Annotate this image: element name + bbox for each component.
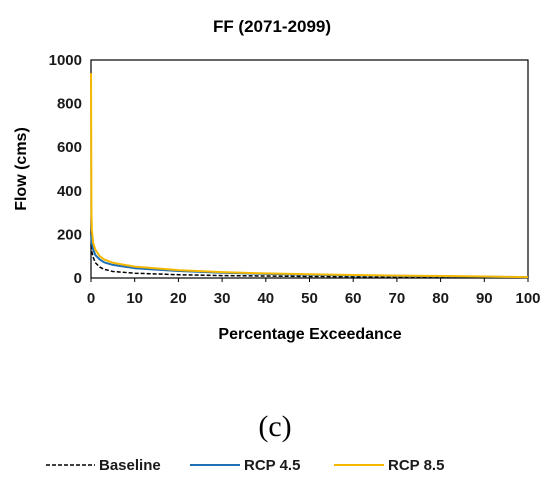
y-tick-label: 600 (57, 139, 82, 156)
x-tick-label: 40 (257, 290, 274, 307)
y-tick-label: 800 (57, 96, 82, 113)
y-tick-label: 200 (57, 226, 82, 243)
panel-label: (c) (258, 410, 291, 443)
x-tick-label: 30 (214, 290, 231, 307)
legend-item-rcp45: RCP 4.5 (190, 457, 300, 474)
x-axis-label: Percentage Exceedance (218, 326, 401, 343)
x-tick-label: 10 (126, 290, 143, 307)
x-tick-label: 100 (515, 290, 540, 307)
x-tick-label: 70 (389, 290, 406, 307)
x-tick-label: 60 (345, 290, 362, 307)
series-line-rcp-8-5 (90, 73, 529, 279)
x-tick-label: 50 (301, 290, 318, 307)
x-tick-label: 0 (87, 290, 95, 307)
x-axis-ticks: 0 10 20 30 40 50 60 70 80 90 100 (87, 278, 541, 307)
series-lines (90, 73, 529, 279)
legend-label-rcp45: RCP 4.5 (244, 457, 300, 474)
y-tick-label: 0 (74, 270, 82, 287)
chart-title: FF (2071-2099) (213, 17, 331, 36)
y-axis-ticks: 0 200 400 600 800 1000 (49, 52, 82, 287)
legend: Baseline RCP 4.5 RCP 8.5 (46, 457, 444, 474)
x-tick-label: 80 (432, 290, 449, 307)
y-axis-label: Flow (cms) (13, 127, 30, 211)
y-tick-label: 1000 (49, 52, 82, 69)
legend-item-baseline: Baseline (46, 457, 161, 474)
series-line-baseline (90, 245, 529, 279)
plot-area (90, 59, 529, 279)
legend-label-rcp85: RCP 8.5 (388, 457, 444, 474)
legend-item-rcp85: RCP 8.5 (334, 457, 444, 474)
legend-label-baseline: Baseline (99, 457, 161, 474)
x-tick-label: 20 (170, 290, 187, 307)
x-tick-label: 90 (476, 290, 493, 307)
y-tick-label: 400 (57, 183, 82, 200)
